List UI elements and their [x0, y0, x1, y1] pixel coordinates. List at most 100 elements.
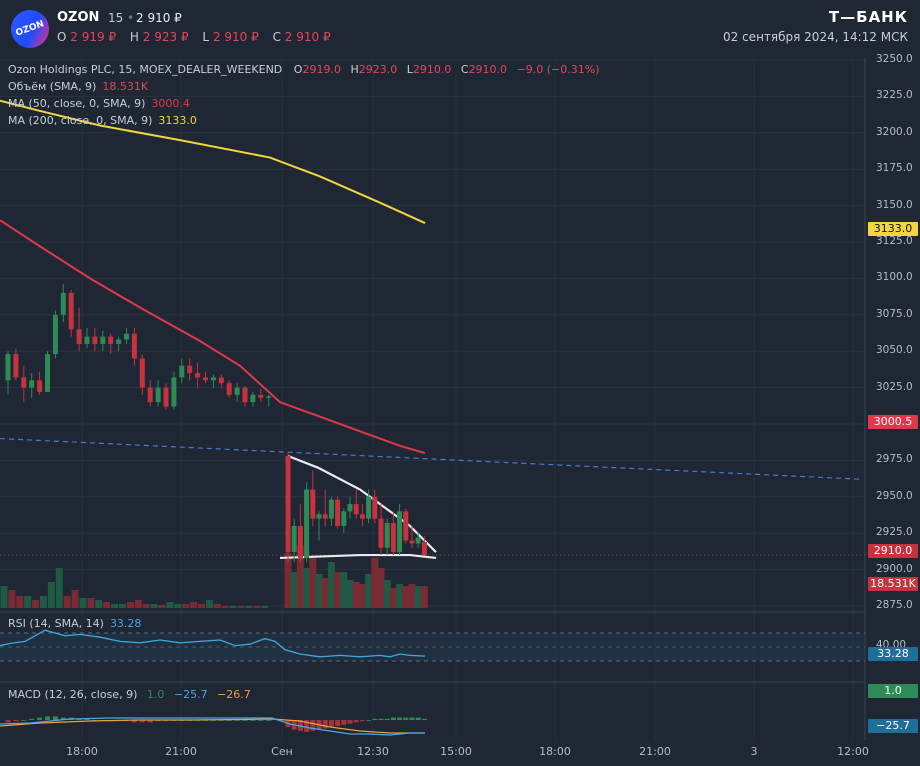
candle-body	[131, 333, 137, 359]
volume-bar	[16, 596, 24, 608]
ohlc-c-value: 2 910 ₽	[284, 30, 331, 44]
volume-bar	[334, 572, 342, 608]
price-axis-label: 3025.0	[876, 380, 913, 393]
volume-bar	[389, 588, 397, 608]
macd-hist-bar	[258, 720, 264, 721]
macd-hist-bar	[347, 720, 353, 724]
candle-body	[52, 314, 58, 355]
macd-hist-bar	[266, 720, 272, 721]
ticker-symbol[interactable]: OZON	[57, 10, 100, 25]
volume-bar	[261, 606, 269, 608]
ohlc-o-label: O	[57, 30, 67, 44]
legend-rsi-row[interactable]: RSI (14, SMA, 14) 33.28	[8, 617, 141, 630]
legend-macd-label: MACD (12, 26, close, 9)	[8, 688, 138, 701]
volume-bar	[111, 604, 119, 608]
volume-bar	[346, 580, 354, 608]
candle-body	[171, 377, 177, 407]
candle-body	[5, 354, 11, 381]
candles	[5, 284, 427, 563]
candle-body	[335, 499, 341, 526]
time-axis-label: Сен	[271, 745, 293, 758]
rsi-pane	[0, 629, 865, 662]
volume-bar	[79, 598, 87, 608]
volume-bar	[358, 584, 366, 608]
price-axis-label: 3150.0	[876, 198, 913, 211]
price-axis-label: 3100.0	[876, 271, 913, 284]
time-axis-label: 18:00	[66, 745, 98, 758]
macd-hist-bar	[390, 717, 396, 720]
legend-volume-row[interactable]: Объём (SMA, 9) 18.531K	[8, 80, 148, 93]
candle-body	[390, 523, 396, 553]
legend-macd-row[interactable]: MACD (12, 26, close, 9) 1.0 −25.7 −26.7	[8, 688, 251, 701]
macd-hist-bar	[372, 718, 378, 720]
candle-body	[21, 377, 27, 388]
price-axis-label: 3200.0	[876, 125, 913, 138]
candle-body	[258, 394, 264, 398]
legend-macd-hist: 1.0	[146, 688, 165, 701]
macd-hist-bar	[310, 720, 316, 731]
ohlc-header: O 2 919 ₽ H 2 923 ₽ L 2 910 ₽ C 2 910 ₽	[57, 30, 341, 44]
price-axis-label: 3125.0	[876, 235, 913, 247]
candle-body	[291, 525, 297, 553]
legend-c-value: 2910.0	[468, 63, 508, 76]
volume-bar	[40, 596, 47, 608]
candle-body	[359, 514, 365, 519]
legend-volume-value: 18.531K	[102, 80, 149, 93]
date-time: 02 сентября 2024, 14:12 МСК	[723, 30, 908, 44]
ma200-price-tag: 3133.0	[868, 222, 918, 236]
candle-body	[421, 541, 427, 556]
legend-ma50-row[interactable]: MA (50, close, 0, SMA, 9) 3000.4	[8, 97, 190, 110]
candle-body	[285, 456, 291, 553]
macd-hist-bar	[297, 720, 303, 731]
candle-body	[397, 511, 403, 553]
price-axis-label: 3225.0	[876, 89, 913, 102]
candle-body	[210, 377, 216, 381]
legend-ma200-row[interactable]: MA (200, close, 0, SMA, 9) 3133.0	[8, 114, 197, 127]
macd-hist-bar	[353, 720, 359, 723]
volume-bar	[315, 574, 323, 608]
trend-line	[0, 437, 863, 480]
legend-h-label: H	[350, 63, 359, 76]
candle-body	[13, 354, 19, 378]
volume-bar	[63, 596, 71, 608]
candle-body	[29, 380, 35, 388]
volume-bar	[47, 582, 55, 608]
volume-bar	[296, 546, 304, 608]
macd-hist-bar	[13, 720, 19, 722]
volume-bar	[32, 600, 40, 608]
volume-bar	[182, 604, 190, 608]
volume-bar	[87, 598, 95, 608]
macd-hist-bar	[234, 720, 240, 721]
candle-body	[372, 496, 378, 519]
volume-bar	[24, 596, 32, 608]
legend-volume-label: Объём (SMA, 9)	[8, 80, 97, 93]
candle-body	[403, 511, 409, 541]
candle-body	[37, 380, 43, 392]
volume-bar	[198, 604, 205, 608]
candle-body	[45, 354, 50, 392]
ma50-line	[0, 219, 426, 455]
macd-hist-price-tag: 1.0	[868, 684, 918, 698]
macd-hist-bar	[226, 720, 232, 721]
time-axis-label: 12:00	[837, 745, 869, 758]
candle-body	[116, 339, 122, 344]
candle-body	[124, 333, 129, 340]
volume-bar	[95, 600, 103, 608]
candle-body	[409, 540, 415, 544]
candle-body	[108, 336, 114, 344]
macd-hist-bar	[359, 720, 365, 722]
volume-bar	[396, 584, 404, 608]
timeframe[interactable]: 15	[108, 11, 124, 25]
macd-hist-bar	[84, 718, 90, 720]
macd-hist-bar	[52, 716, 58, 720]
macd-price-tag: −25.7	[868, 719, 918, 733]
candle-body	[353, 504, 359, 515]
macd-hist-bar	[37, 717, 43, 720]
volume-bar	[103, 602, 111, 608]
legend-instrument-row[interactable]: Ozon Holdings PLC, 15, MOEX_DEALER_WEEKE…	[8, 63, 600, 76]
macd-hist-bar	[397, 717, 403, 720]
candle-body	[366, 496, 372, 519]
candle-body	[384, 523, 390, 548]
chart-header: OZON OZON 15 • 2 910 ₽ O 2 919 ₽ H 2 923…	[0, 0, 920, 58]
